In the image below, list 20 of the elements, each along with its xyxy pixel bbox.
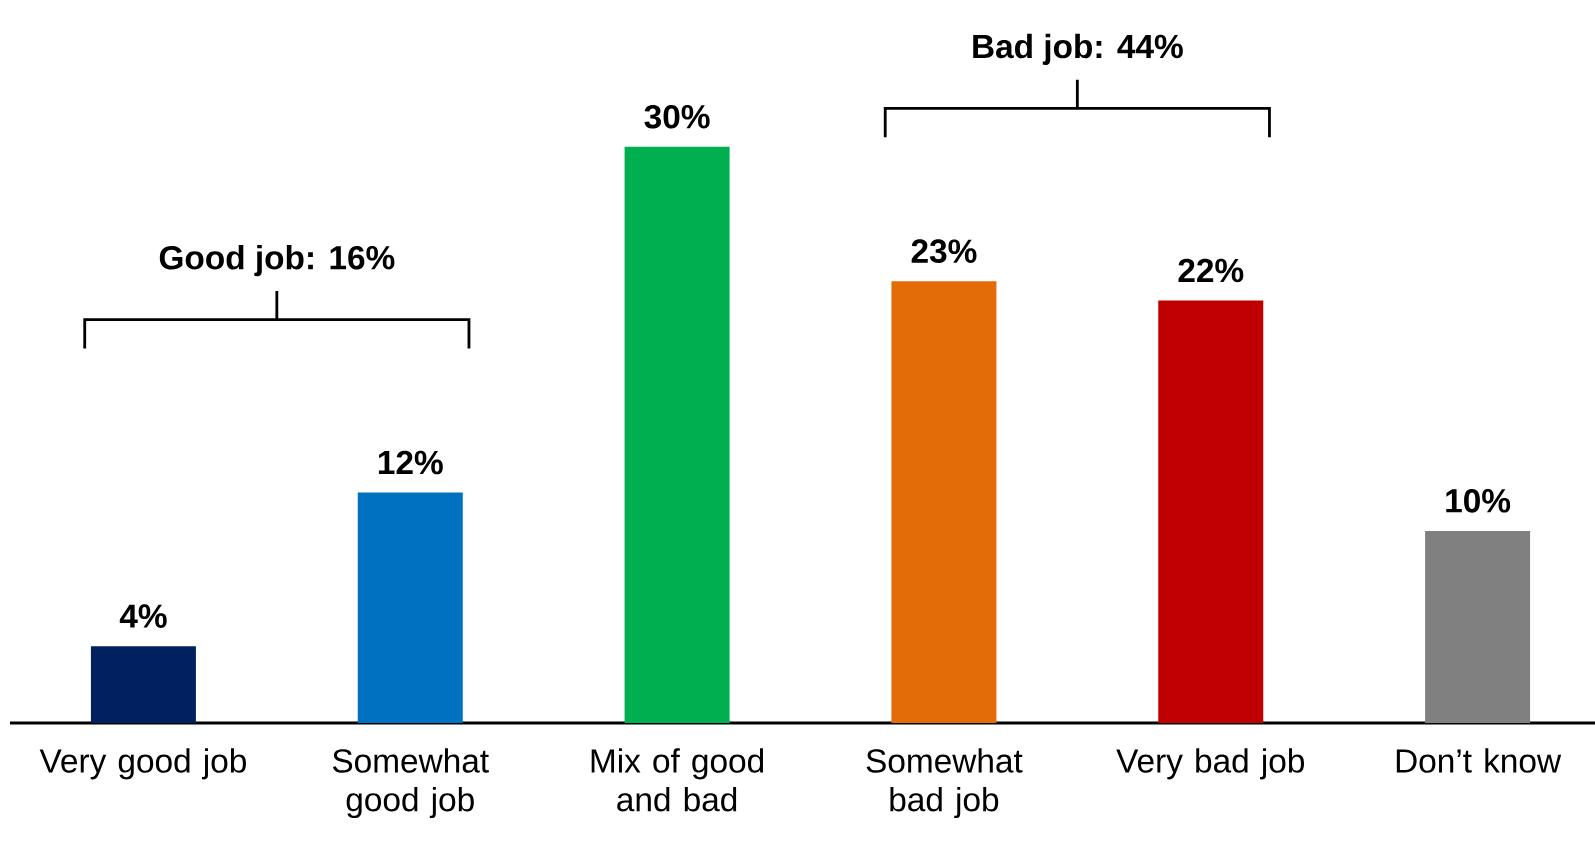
- data-label: 4%: [119, 604, 167, 628]
- x-tick-label: Somewhat good job: [332, 748, 489, 819]
- data-label: 10%: [1446, 489, 1511, 513]
- text: Bad job: 44%: [973, 33, 1183, 65]
- data-label: 30%: [644, 104, 710, 129]
- x-tick-label: Don’t know: [1396, 748, 1562, 773]
- bar: [357, 492, 463, 723]
- bar: [1158, 300, 1264, 723]
- data-label: 23%: [911, 239, 977, 264]
- bar: [891, 281, 997, 723]
- bar: [1425, 530, 1531, 723]
- x-tick-label: Very good job: [39, 748, 246, 780]
- annotation: Good job: 16%: [159, 245, 395, 277]
- data-label: 12%: [378, 450, 443, 475]
- x-tick-label: Somewhat bad job: [866, 748, 1023, 819]
- bar: [90, 646, 196, 723]
- x-tick-label: Very bad job: [1116, 748, 1304, 780]
- x-tick-label: Mix of good and bad: [591, 748, 764, 812]
- data-label: 22%: [1178, 258, 1244, 283]
- bar: [624, 146, 730, 723]
